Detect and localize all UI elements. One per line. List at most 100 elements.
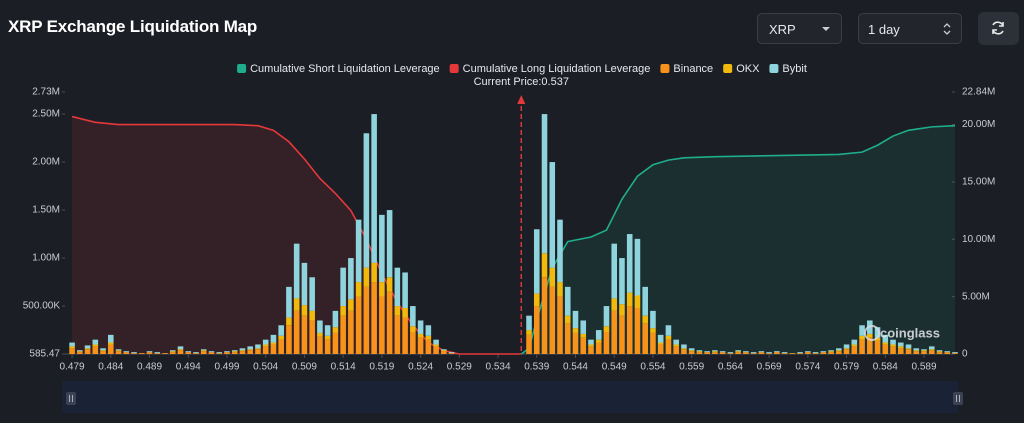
x-tick-label: 0.564 xyxy=(718,362,743,373)
bar-segment xyxy=(781,352,788,354)
bar-segment xyxy=(843,349,850,354)
bar-segment xyxy=(270,334,277,343)
bar-segment xyxy=(541,253,548,278)
bar-segment xyxy=(549,162,556,268)
bar-segment xyxy=(379,282,385,297)
symbol-select[interactable]: XRP xyxy=(757,13,842,44)
bar-segment xyxy=(735,350,741,352)
bar-segment xyxy=(193,352,199,354)
bar-segment xyxy=(247,350,253,354)
legend-swatch xyxy=(769,64,779,73)
bar-segment xyxy=(355,296,362,354)
bar-segment xyxy=(851,339,858,345)
x-tick-label: 0.539 xyxy=(524,362,549,373)
bar-segment xyxy=(719,352,726,354)
bar-segment xyxy=(533,229,540,294)
bar-segment xyxy=(410,326,416,332)
x-tick-label: 0.584 xyxy=(873,362,898,373)
legend-swatch xyxy=(723,64,733,73)
bar-segment xyxy=(533,306,540,354)
bar-segment xyxy=(138,353,145,354)
cumulative-line xyxy=(520,124,956,355)
bar-segment xyxy=(557,219,563,283)
line-area xyxy=(521,125,955,354)
legend-label: Cumulative Long Liquidation Leverage xyxy=(463,63,651,75)
bar-segment xyxy=(417,320,424,334)
bar-segment xyxy=(797,352,803,354)
bar-segment xyxy=(348,258,354,300)
bar-segment xyxy=(928,350,935,354)
bar-segment xyxy=(882,334,889,343)
bar-segment xyxy=(704,351,710,353)
bar-segment xyxy=(572,328,579,333)
bar-segment xyxy=(371,114,377,263)
bar-segment xyxy=(247,346,253,350)
bar-segment xyxy=(681,348,687,350)
bar-segment xyxy=(626,234,633,293)
bar-segment xyxy=(200,350,207,352)
bar-segment xyxy=(169,351,176,353)
bar-segment xyxy=(921,350,927,352)
bar-segment xyxy=(441,350,447,352)
bar-segment xyxy=(557,282,563,297)
interval-select[interactable]: 1 day xyxy=(858,13,962,44)
bar-segment xyxy=(859,335,865,340)
legend-label: Binance xyxy=(673,63,713,75)
bar-segment xyxy=(603,331,610,354)
bar-segment xyxy=(270,342,277,345)
bar-segment xyxy=(890,339,896,345)
bar-segment xyxy=(905,349,912,354)
bar-segment xyxy=(905,344,912,349)
x-tick-label: 0.559 xyxy=(679,362,704,373)
bar-segment xyxy=(874,337,881,341)
bar-segment xyxy=(262,346,269,354)
bar-segment xyxy=(572,332,579,354)
bar-segment xyxy=(936,350,943,352)
bar-segment xyxy=(441,349,447,351)
bar-segment xyxy=(557,296,563,354)
bar-segment xyxy=(301,315,308,354)
bar-segment xyxy=(642,323,648,354)
bar-segment xyxy=(851,344,858,347)
bar-segment xyxy=(843,344,850,349)
bar-segment xyxy=(681,344,687,349)
bar-segment xyxy=(704,352,710,354)
bar-segment xyxy=(239,350,246,352)
bar-segment xyxy=(286,286,292,318)
bar-segment xyxy=(92,346,99,354)
bar-segment xyxy=(580,333,587,338)
bar-segment xyxy=(301,262,308,306)
y-tick-label: 500.00K xyxy=(23,301,61,312)
bar-segment xyxy=(278,339,284,354)
bar-segment xyxy=(309,320,315,354)
x-tick-label: 0.549 xyxy=(602,362,627,373)
bar-segment xyxy=(805,351,811,353)
bar-segment xyxy=(549,286,556,354)
bar-segment xyxy=(549,267,556,287)
bar-segment xyxy=(712,352,718,354)
bar-segment xyxy=(131,352,137,354)
bar-segment xyxy=(131,353,137,354)
bar-segment xyxy=(812,353,819,354)
navigator xyxy=(62,381,958,413)
bar-segment xyxy=(952,353,958,354)
bar-segment xyxy=(603,306,610,327)
bar-segment xyxy=(913,350,920,352)
bar-segment xyxy=(897,346,904,349)
watermark-logo xyxy=(864,325,880,341)
bar-segment xyxy=(301,305,308,316)
refresh-button[interactable] xyxy=(978,12,1019,45)
bar-segment xyxy=(836,350,842,352)
bar-segment xyxy=(595,339,602,343)
y-tick-label: 1.00M xyxy=(32,253,60,264)
bar-segment xyxy=(433,339,439,345)
legend: Cumulative Short Liquidation Leverage Cum… xyxy=(237,63,807,75)
bar-segment xyxy=(293,298,300,311)
bar-segment xyxy=(897,348,904,354)
bar-segment xyxy=(146,351,153,353)
bar-segment xyxy=(595,330,602,340)
bar-segment xyxy=(611,310,618,354)
bar-segment xyxy=(239,348,246,351)
current-price-arrow xyxy=(517,95,526,104)
bar-segment xyxy=(100,348,106,351)
